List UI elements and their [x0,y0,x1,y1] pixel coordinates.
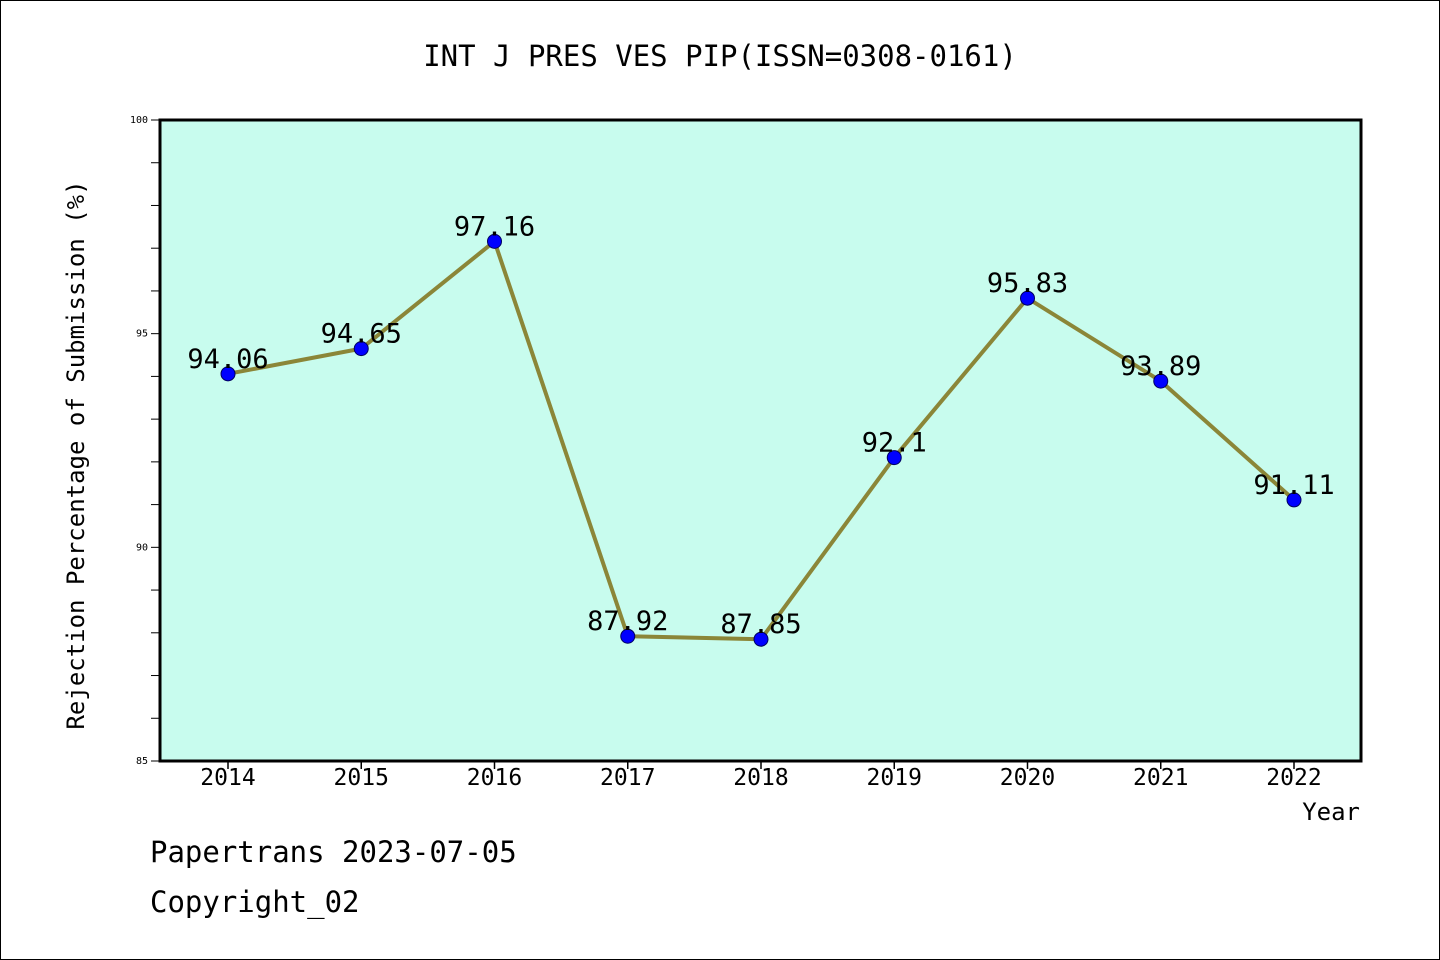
plot-area [158,118,1363,763]
data-point [353,341,369,357]
data-point [220,366,236,382]
y-tick-label: 90 [136,542,148,553]
footer-copyright: Copyright_02 [150,885,360,919]
data-point [1286,492,1302,508]
data-label: 94.06 [187,344,268,375]
data-point [1020,290,1035,306]
data-label: 97.16 [454,211,535,242]
data-point [886,450,902,466]
data-label: 93.89 [1120,351,1201,382]
x-tick-label: 2016 [467,765,522,791]
x-axis-label: Year [1302,798,1360,826]
data-point [620,628,636,644]
x-tick-label: 2022 [1266,765,1321,791]
data-label: 94.65 [321,319,402,350]
x-tick-label: 2017 [600,765,655,791]
data-label: 91.11 [1253,470,1334,501]
x-tick-label: 2019 [867,765,922,791]
data-point [1153,373,1169,389]
data-label: 92.1 [862,428,927,459]
data-label: 95.83 [987,268,1068,299]
data-point [487,233,502,249]
data-point [753,631,769,647]
y-tick-label: 95 [136,329,148,340]
data-label: 87.85 [720,609,801,640]
chart-title: INT J PRES VES PIP(ISSN=0308-0161) [423,39,1017,73]
y-tick-label: 100 [130,115,148,126]
x-tick-label: 2018 [733,765,788,791]
x-tick-label: 2015 [334,765,389,791]
x-axis: 2014 2015 2016 2017 2018 2019 2020 2021 2022 [200,761,1322,791]
x-tick-label: 2014 [200,765,255,791]
data-label: 87.92 [587,606,668,637]
series-line-group: 94.06 94.65 97.16 87.92 87.85 92.1 95.83 93.89 9… [187,211,1335,647]
y-axis-label: Rejection Percentage of Submission (%) [62,180,90,729]
x-tick-label: 2021 [1133,765,1188,791]
footer-date: Papertrans 2023-07-05 [150,835,517,869]
x-tick-label: 2020 [1000,765,1055,791]
y-tick-label: 85 [136,756,148,767]
y-axis: 85 90 95 100 [130,115,160,767]
